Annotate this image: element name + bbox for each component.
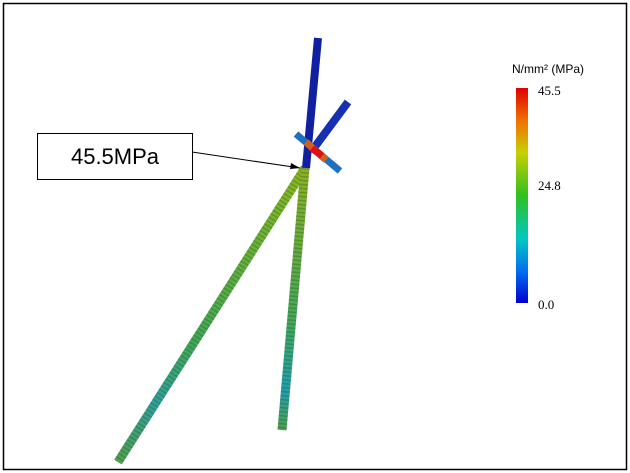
colorbar-tick-label: 24.8 [538,178,561,193]
colorbar-unit: N/mm² (MPa) [512,62,584,76]
colorbar [516,88,528,303]
callout-label: 45.5MPa [71,144,160,169]
result-view: 45.5MPa N/mm² (MPa) 45.5 24.8 0.0 [0,0,630,473]
colorbar-tick-label: 45.5 [538,83,561,98]
colorbar-tick-label: 0.0 [538,297,554,312]
